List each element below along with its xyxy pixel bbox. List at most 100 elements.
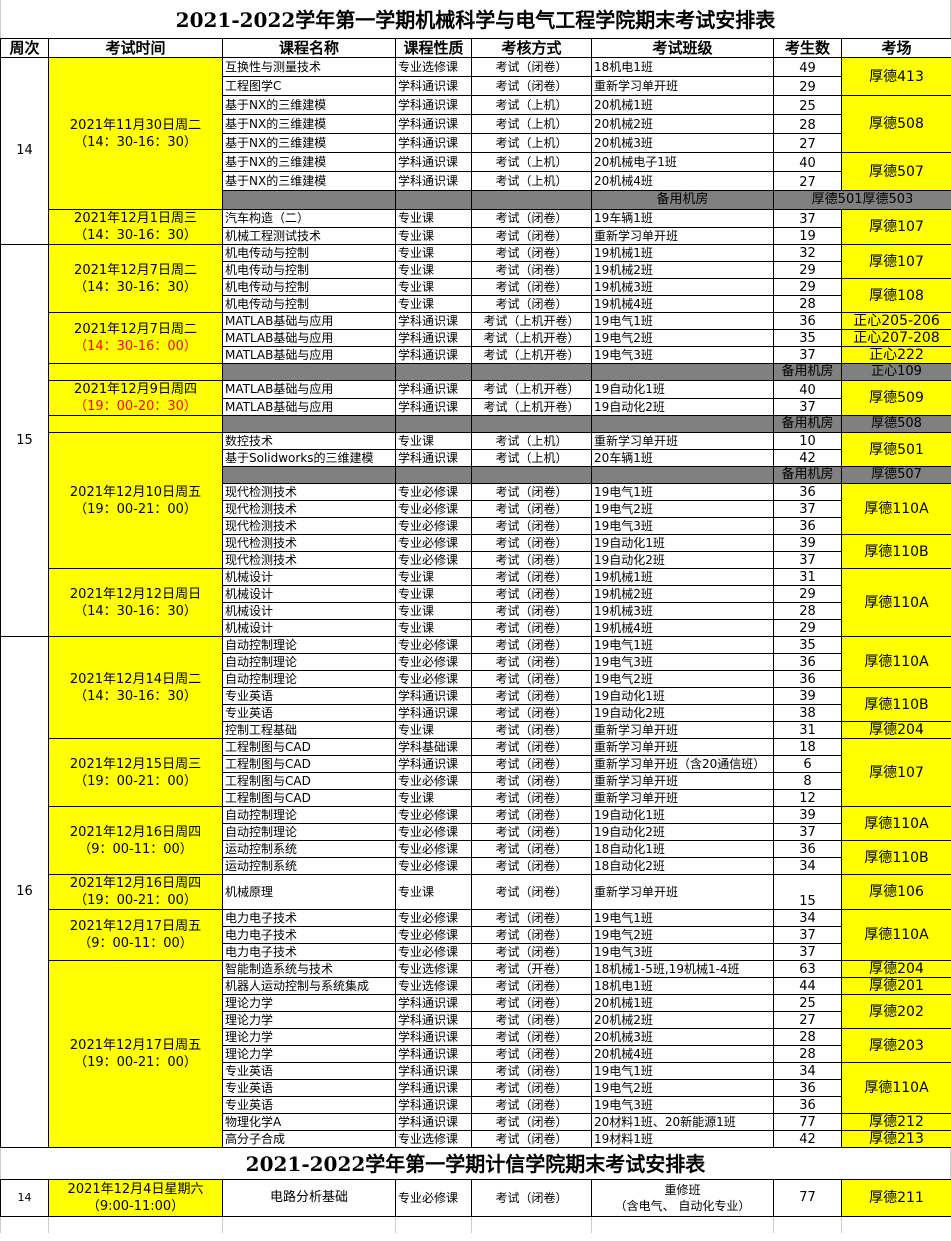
count-cell: 37 <box>773 346 842 364</box>
type-cell: 专业必修课 <box>395 840 472 858</box>
method-cell: 考试（闭卷） <box>471 994 592 1012</box>
spare-label: 备用机房 <box>591 190 774 210</box>
second-schedule-table: 14 2021年12月4日星期六 （9:00-11:00） 电路分析基础 专业必修… <box>0 1179 951 1233</box>
method-cell: 考试（上机） <box>471 114 592 134</box>
type-cell: 专业课 <box>395 721 472 739</box>
exam-date: 2021年12月17日周五 <box>69 919 202 934</box>
exam-time: （14：30-16：30） <box>74 603 197 619</box>
course-cell: 控制工程基础 <box>222 721 396 739</box>
date-cell <box>48 415 223 433</box>
method-cell: 考试（上机开卷） <box>471 397 592 416</box>
method-cell: 考试（闭卷） <box>471 534 592 552</box>
count-cell: 36 <box>773 1079 842 1097</box>
exam-date: 2021年12月4日星期六 <box>67 1182 204 1197</box>
type-cell: 学科通识课 <box>395 1096 472 1114</box>
empty-cell <box>222 363 396 381</box>
count-cell: 37 <box>773 551 842 569</box>
method-cell: 考试（上机） <box>471 152 592 172</box>
table-row: 2021年12月16日周四 （19：00-21：00） 机械原理 专业课 考试（闭卷）重… <box>1 874 951 910</box>
table-row: 2021年12月10日周五 （19：00-21：00） 数控技术 专业课 考试（上机）重… <box>1 432 951 569</box>
table-row: 现代检测技术 专业必修课 考试（闭卷） 19自动化2班 37 <box>1 551 951 569</box>
count-cell: 28 <box>773 1028 842 1046</box>
class-cell: 19机械1班 <box>591 568 774 586</box>
count-cell: 37 <box>773 500 842 518</box>
course-cell: 工程制图与CAD <box>222 738 396 756</box>
empty-cell <box>222 466 396 484</box>
count-cell: 40 <box>773 380 842 399</box>
course-cell: 机械工程测试技术 <box>222 226 396 245</box>
course-cell: 工程图学C <box>222 76 396 96</box>
type-cell: 专业课 <box>395 568 472 586</box>
class-cell: 19自动化2班 <box>591 704 774 722</box>
exam-date: 2021年12月7日周二 <box>74 322 197 337</box>
exam-time: （9：00-11：00） <box>78 841 193 857</box>
class-cell: 重新学习单开班 <box>591 721 774 739</box>
course-cell: MATLAB基础与应用 <box>222 397 396 416</box>
room-cell: 正心222 <box>841 346 951 364</box>
empty-cell <box>471 415 592 433</box>
course-cell: 电路分析基础 <box>222 1179 396 1217</box>
course-cell: 现代检测技术 <box>222 551 396 569</box>
class-cell: 20机械2班 <box>591 114 774 134</box>
course-cell: 专业英语 <box>222 1062 396 1080</box>
course-cell: 运动控制系统 <box>222 857 396 875</box>
method-cell: 考试（闭卷） <box>471 909 592 927</box>
course-cell: MATLAB基础与应用 <box>222 312 396 330</box>
class-cell: 19电气1班 <box>591 1062 774 1080</box>
type-cell: 专业选修课 <box>395 57 472 77</box>
table-row: 运动控制系统 专业必修课 考试（闭卷） 18自动化1班 36 厚德110B <box>1 840 951 875</box>
class-cell: 19车辆1班 <box>591 209 774 228</box>
course-cell: 工程制图与CAD <box>222 755 396 773</box>
count-cell: 27 <box>773 1011 842 1029</box>
room-cell: 厚德509 <box>841 380 951 416</box>
method-cell: 考试（闭卷） <box>471 295 592 313</box>
course-cell: 机器人运动控制与系统集成 <box>222 977 396 995</box>
type-cell: 专业选修课 <box>395 977 472 995</box>
date-cell: 2021年12月16日周四 （9：00-11：00） <box>48 806 223 875</box>
week-cell: 15 <box>0 244 49 637</box>
method-cell: 考试（闭卷） <box>471 670 592 688</box>
method-cell: 考试（闭卷） <box>471 1011 592 1029</box>
header-week: 周次 <box>0 38 49 58</box>
count-cell: 37 <box>773 943 842 961</box>
exam-time: （19：00-21：00） <box>74 501 197 517</box>
type-cell: 学科通识课 <box>395 152 472 172</box>
course-cell: 自动控制理论 <box>222 806 396 824</box>
type-cell: 学科通识课 <box>395 95 472 115</box>
class-cell: 20机械1班 <box>591 95 774 115</box>
type-cell: 专业必修课 <box>395 500 472 518</box>
room-cell: 正心205-206 <box>841 312 951 330</box>
class-cell: 19自动化1班 <box>591 806 774 824</box>
spare-label: 备用机房 <box>773 415 842 433</box>
count-cell: 39 <box>773 806 842 824</box>
course-cell: 智能制造系统与技术 <box>222 960 396 978</box>
table-row: 机械设计 专业课 考试（闭卷） 19机械4班 29 <box>1 619 951 637</box>
count-cell: 63 <box>773 960 842 978</box>
method-cell: 考试（闭卷） <box>471 551 592 569</box>
method-cell: 考试（闭卷） <box>471 226 592 245</box>
table-row: 物理化学A 学科通识课 考试（闭卷） 20材料1班、20新能源1班 77 厚德212 <box>1 1113 951 1131</box>
spare-room: 厚德507 <box>841 466 951 484</box>
class-cell: 20机械3班 <box>591 1028 774 1046</box>
date-cell: 2021年12月17日周五 （9：00-11：00） <box>48 909 223 961</box>
count-cell: 29 <box>773 261 842 279</box>
class-cell: 19机械3班 <box>591 278 774 296</box>
count-cell: 25 <box>773 994 842 1012</box>
class-cell: 19材料1班 <box>591 1130 774 1148</box>
type-cell: 学科通识课 <box>395 1028 472 1046</box>
course-cell: 机械设计 <box>222 568 396 586</box>
method-cell: 考试（闭卷） <box>471 653 592 671</box>
spare-label: 备用机房 <box>773 466 842 484</box>
exam-date: 2021年12月1日周三 <box>74 211 197 226</box>
class-cell: 20机械4班 <box>591 171 774 191</box>
type-cell: 学科通识课 <box>395 687 472 705</box>
table-row: 14 2021年12月4日星期六 （9:00-11:00） 电路分析基础 专业必修… <box>0 1179 951 1217</box>
method-cell: 考试（闭卷） <box>471 1179 592 1217</box>
room-cell: 厚德201 <box>841 977 951 995</box>
class-cell: 19电气1班 <box>591 483 774 501</box>
type-cell: 专业课 <box>395 295 472 313</box>
method-cell: 考试（上机） <box>471 133 592 153</box>
class-cell: 20机械1班 <box>591 994 774 1012</box>
class-cell: 重新学习单开班 <box>591 789 774 807</box>
spare-room: 厚德501厚德503 <box>773 190 951 210</box>
